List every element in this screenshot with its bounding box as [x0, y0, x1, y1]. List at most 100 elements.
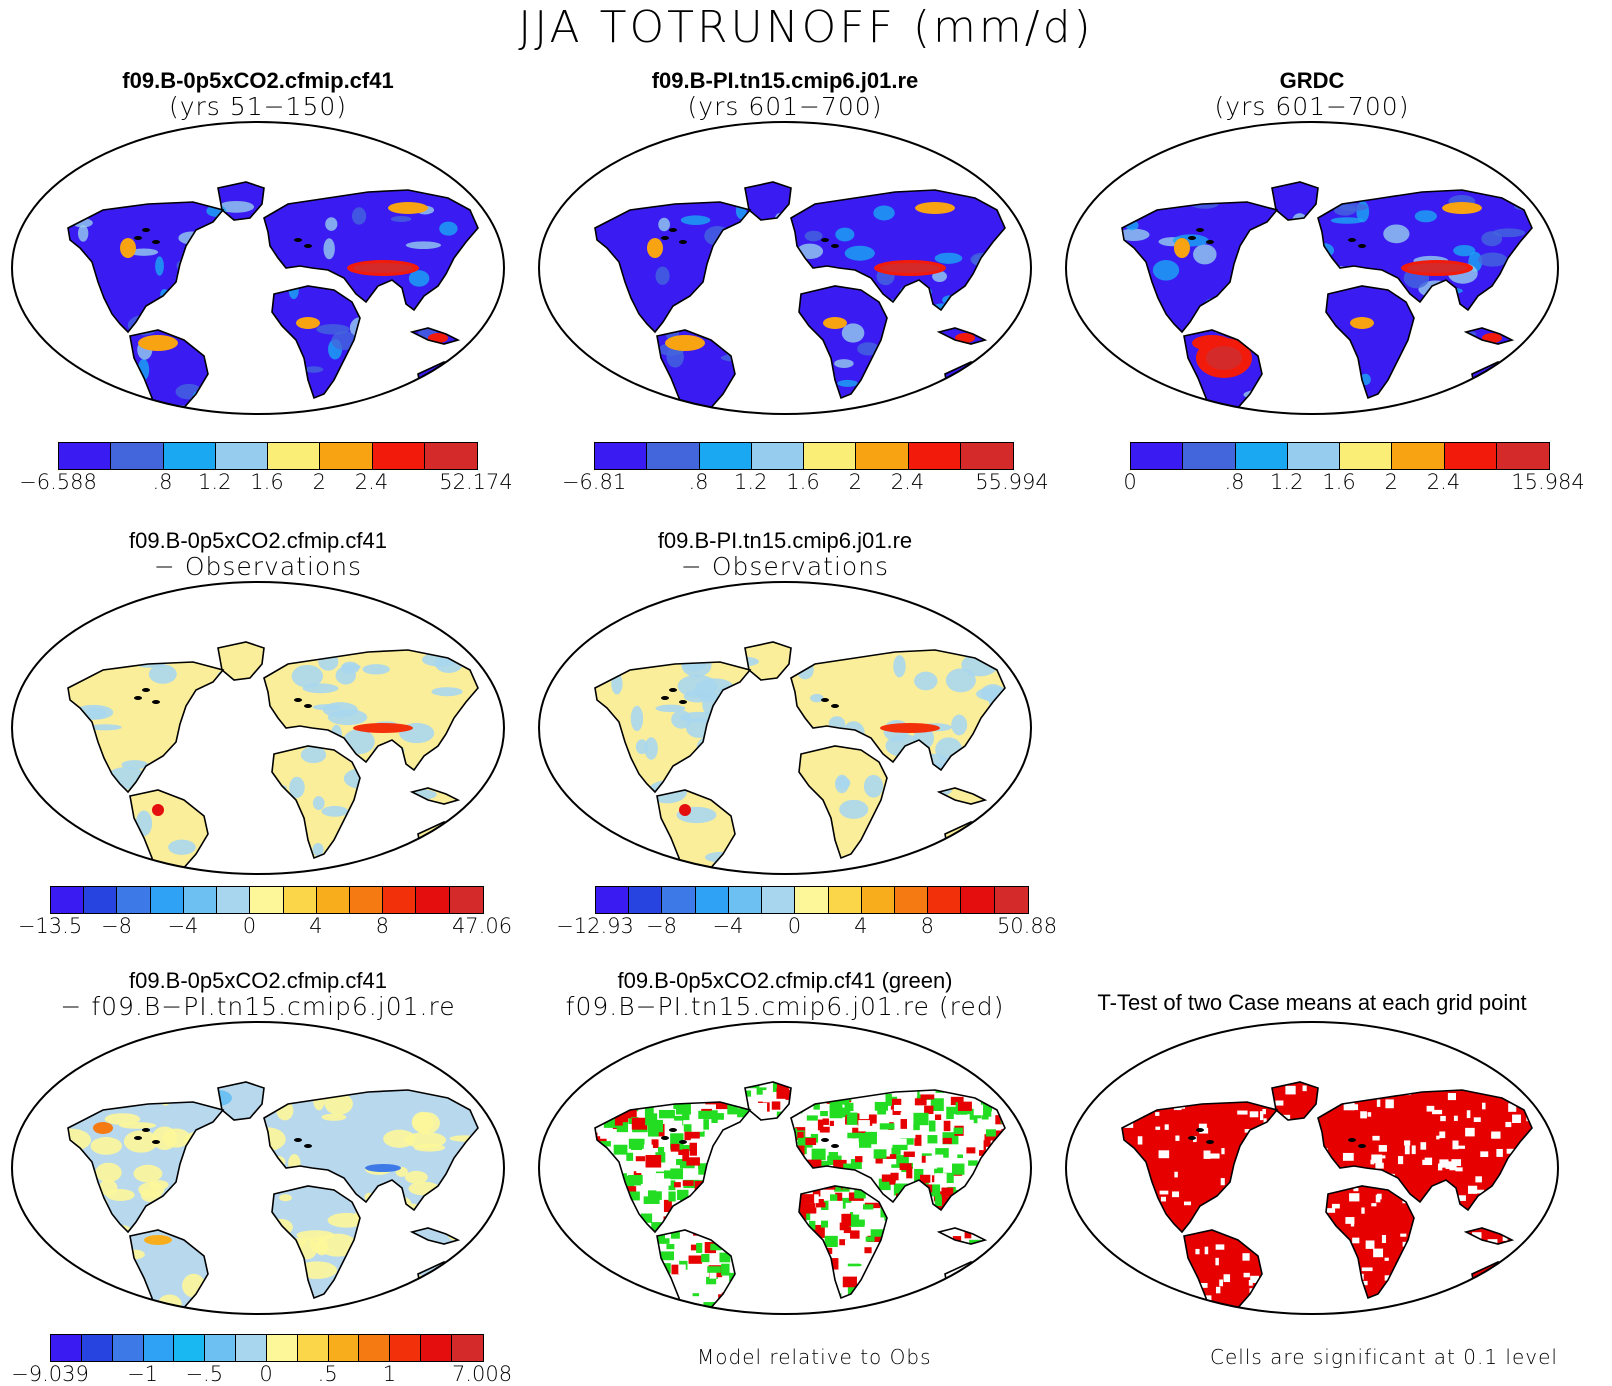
colorbar-swatch [297, 1335, 329, 1361]
world-map [11, 121, 505, 415]
land-greenland [218, 642, 264, 680]
colorbar-tick-label: 1.2 [198, 470, 232, 494]
colorbar-swatches [1130, 442, 1550, 470]
colorbar-tick-label: −6.81 [561, 470, 627, 494]
panel-subtitle: (yrs 601−700) [687, 92, 883, 121]
land-greenland [745, 182, 791, 220]
colorbar-tick-label: 1.2 [734, 470, 768, 494]
land-greenland [1272, 1082, 1318, 1120]
land-europeAsia [1318, 190, 1532, 310]
colorbar-swatch [994, 887, 1028, 913]
colorbar-tick-label: 1.2 [1270, 470, 1304, 494]
panel-title: f09.B-0p5xCO2.cfmip.cf41 [128, 968, 387, 993]
main-title: JJA TOTRUNOFF (mm/d) [518, 2, 1094, 53]
panel-subtitle: (yrs 51−150) [168, 92, 348, 121]
panel-title: f09.B-PI.tn15.cmip6.j01.re [657, 528, 913, 553]
world-map [538, 121, 1032, 415]
land-africa [799, 286, 887, 398]
colorbar-swatch [163, 443, 216, 469]
colorbar-swatch [1183, 443, 1236, 469]
land-greenland [745, 642, 791, 680]
map-panel-grdc: GRDC (yrs 601−700) [1062, 68, 1562, 415]
world-map [1065, 1021, 1559, 1315]
map-frame [11, 581, 505, 875]
colorbar-swatch [111, 443, 164, 469]
map-panel-model-0p5xco2: f09.B-0p5xCO2.cfmip.cf41 (yrs 51−150) [8, 68, 508, 415]
colorbar-swatch [174, 1335, 206, 1361]
colorbar-tick-label: −8 [100, 914, 132, 938]
colorbar-swatch [449, 887, 483, 913]
panel-subtitle: (yrs 601−700) [1214, 92, 1410, 121]
map-frame [11, 121, 505, 415]
colorbar-tick-label: −6.588 [19, 470, 97, 494]
map-frame [1065, 1021, 1559, 1315]
colorbar-tick-label: −8 [645, 914, 677, 938]
colorbar-swatch [372, 443, 425, 469]
map-frame [538, 581, 1032, 875]
map-panel-case-diff: f09.B-0p5xCO2.cfmip.cf41 − f09.B−PI.tn15… [8, 968, 508, 1315]
panel-title: f09.B-PI.tn15.cmip6.j01.re [651, 68, 919, 93]
land-europeAsia [791, 190, 1005, 310]
colorbar-swatch [268, 443, 321, 469]
colorbar-swatch [629, 887, 663, 913]
colorbar-swatch [861, 887, 895, 913]
colorbar-swatch [596, 887, 630, 913]
colorbar-swatch [390, 1335, 422, 1361]
colorbar-swatches [58, 442, 478, 470]
land-northAmerica [595, 202, 750, 332]
colorbar-tick-label: .5 [317, 1362, 338, 1386]
land-indonesia [1466, 1228, 1512, 1244]
colorbar-swatch [928, 887, 962, 913]
colorbar-tick-label: .8 [152, 470, 173, 494]
colorbar-swatch [961, 887, 995, 913]
colorbar-swatch [1340, 443, 1393, 469]
colorbar-swatch [960, 443, 1013, 469]
colorbar-tick-label: .8 [688, 470, 709, 494]
colorbar-swatch [59, 443, 112, 469]
world-map [1065, 121, 1559, 415]
colorbar-tick-label: 50.88 [996, 914, 1058, 938]
colorbar-tick-label: 0 [1123, 470, 1137, 494]
colorbar-tick-label: 2.4 [354, 470, 389, 494]
colorbar-tick-label: 2 [312, 470, 326, 494]
land-greenland [218, 182, 264, 220]
colorbar-tick-label: 1 [382, 1362, 397, 1386]
colorbar-tick-label: 0 [242, 914, 257, 938]
land-indonesia [412, 1228, 458, 1244]
colorbar-tick-label: 1.6 [250, 470, 284, 494]
panel-subtitle: − Observations [153, 552, 363, 581]
colorbar-swatch [349, 887, 384, 913]
colorbar-tick-label: −9.039 [11, 1362, 89, 1386]
colorbar-swatches [50, 1334, 484, 1362]
colorbar-tick-label: −1 [127, 1362, 159, 1386]
land-africa [1326, 286, 1414, 398]
colorbar-swatch [316, 887, 350, 913]
map-panel-model-pi: f09.B-PI.tn15.cmip6.j01.re (yrs 601−700) [535, 68, 1035, 415]
map-frame [11, 1021, 505, 1315]
colorbar-swatch [856, 443, 909, 469]
colorbar-tick-label: 1.6 [1322, 470, 1356, 494]
colorbar-swatch [894, 887, 929, 913]
colorbar-tick-label: 0 [787, 914, 802, 938]
colorbar-swatch [421, 1335, 452, 1361]
colorbar-tick-label: 2 [1384, 470, 1398, 494]
colorbar-swatch [751, 443, 804, 469]
colorbar-tick-label: 2.4 [1426, 470, 1461, 494]
panel-title: T-Test of two Case means at each grid po… [1097, 990, 1527, 1015]
colorbar-tick-label: 55.994 [975, 470, 1049, 494]
land-greenland [1272, 182, 1318, 220]
colorbar-swatch [266, 1335, 298, 1361]
colorbar-swatch [1444, 443, 1497, 469]
colorbar-tick-label: 15.984 [1511, 470, 1585, 494]
world-map [538, 581, 1032, 875]
colorbar-swatch [728, 887, 763, 913]
colorbar-swatch [908, 443, 961, 469]
colorbar-swatch [217, 887, 251, 913]
colorbar-tick-label: 0 [259, 1362, 273, 1386]
colorbar-swatch [320, 443, 373, 469]
land-southAmerica [657, 1230, 735, 1314]
land-southAmerica [130, 1230, 208, 1314]
panel-title: f09.B-0p5xCO2.cfmip.cf41 [128, 528, 387, 553]
colorbar-swatch [795, 887, 829, 913]
panel-title: f09.B-0p5xCO2.cfmip.cf41 [122, 68, 394, 93]
